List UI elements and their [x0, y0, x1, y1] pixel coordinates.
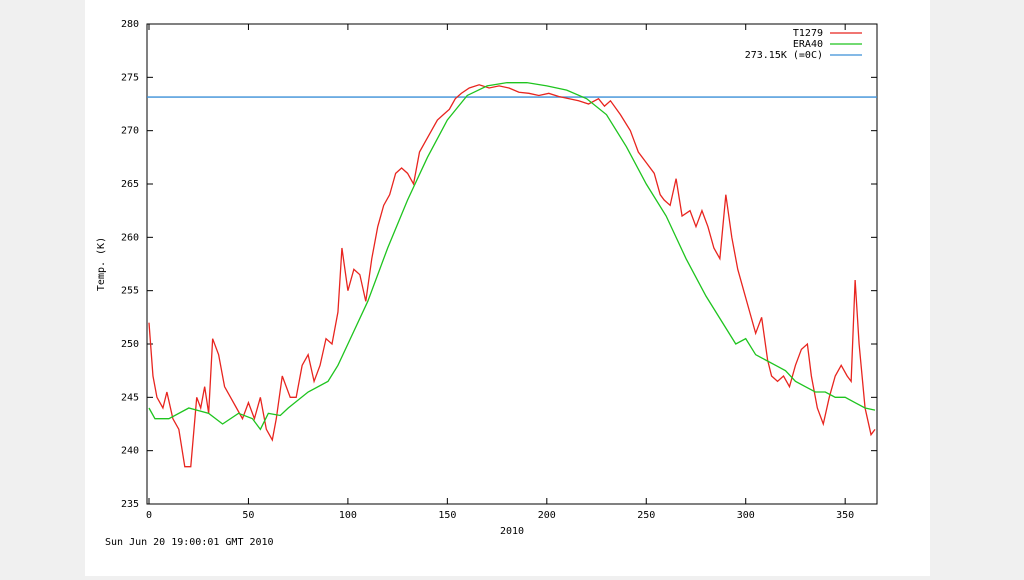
footer: Sun Jun 20 19:00:01 GMT 2010	[105, 537, 274, 548]
line-series	[148, 84, 876, 468]
line-series	[148, 82, 876, 431]
legend-label: T1279	[793, 28, 823, 39]
y-tick-label: 255	[121, 286, 139, 297]
plot-frame	[146, 23, 878, 505]
y-tick-label: 235	[121, 499, 139, 510]
y-tick-label: 280	[121, 19, 139, 30]
x-tick-label: 0	[146, 510, 152, 521]
y-tick-label: 250	[121, 339, 139, 350]
y-axis-label: Temp. (K)	[96, 237, 107, 291]
panel	[85, 0, 930, 576]
y-tick-label: 240	[121, 446, 139, 457]
x-tick-label: 350	[836, 510, 854, 521]
y-tick-label: 245	[121, 392, 139, 403]
x-tick-label: 100	[339, 510, 357, 521]
x-tick-label: 300	[737, 510, 755, 521]
x-tick-label: 200	[538, 510, 556, 521]
y-tick-label: 275	[121, 72, 139, 83]
x-tick-label: 150	[438, 510, 456, 521]
y-tick-label: 260	[121, 232, 139, 243]
y-tick-label: 265	[121, 179, 139, 190]
legend-label: 273.15K (=0C)	[745, 50, 823, 61]
x-tick-label: 250	[637, 510, 655, 521]
x-axis-label: 2010	[500, 526, 524, 537]
y-tick-label: 270	[121, 126, 139, 137]
x-tick-label: 50	[242, 510, 254, 521]
legend-label: ERA40	[793, 39, 823, 50]
